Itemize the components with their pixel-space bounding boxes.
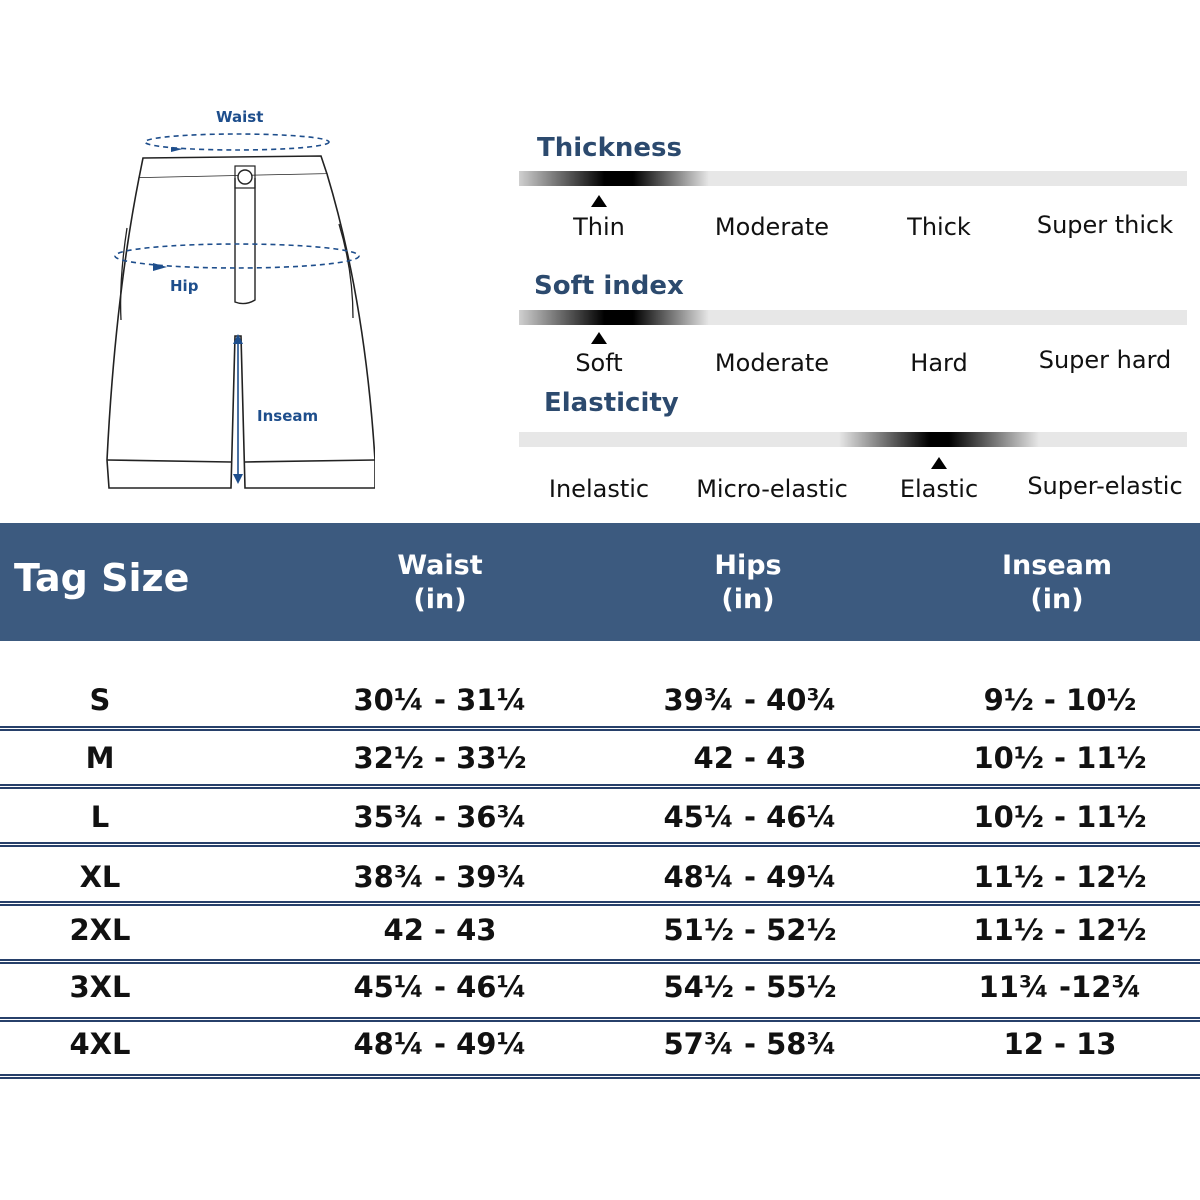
waist-cell: 32½ - 33½ <box>353 741 527 775</box>
thickness-bar <box>519 171 1187 186</box>
inseam-label: Inseam <box>257 407 319 425</box>
hips-cell: 51½ - 52½ <box>663 913 837 947</box>
waist-cell: 42 - 43 <box>383 913 497 947</box>
tag-size-header: Tag Size <box>14 556 190 600</box>
hips-cell: 57¾ - 58¾ <box>663 1027 837 1061</box>
row-divider <box>0 1074 1200 1079</box>
inseam-cell: 11½ - 12½ <box>973 913 1147 947</box>
inseam-cell: 9½ - 10½ <box>983 683 1137 717</box>
elasticity-title: Elasticity <box>544 388 679 418</box>
soft-index-option-soft: Soft <box>575 349 623 377</box>
row-divider <box>0 842 1200 847</box>
thickness-option-thick: Thick <box>907 213 971 241</box>
waist-cell: 38¾ - 39¾ <box>353 860 527 894</box>
size-cell: S <box>89 683 111 717</box>
elasticity-option-elastic: Elastic <box>899 475 979 503</box>
soft-index-title: Soft index <box>534 271 684 301</box>
waist-column-header: Waist (in) <box>330 549 550 617</box>
thickness-title: Thickness <box>537 133 682 163</box>
table-row: M 32½ - 33½ 42 - 43 10½ - 11½ <box>0 741 1200 789</box>
hips-cell: 39¾ - 40¾ <box>663 683 837 717</box>
hips-cell: 48¼ - 49¼ <box>663 860 837 894</box>
table-row: S 30¼ - 31¼ 39¾ - 40¾ 9½ - 10½ <box>0 683 1200 731</box>
table-row: 3XL 45¼ - 46¼ 54½ - 55½ 11¾ -12¾ <box>0 970 1200 1022</box>
size-cell: 2XL <box>69 913 131 947</box>
elasticity-option-micro-elastic: Micro-elastic <box>696 475 848 503</box>
soft-index-marker-icon <box>591 332 607 344</box>
row-divider <box>0 1017 1200 1022</box>
shorts-illustration-icon <box>106 133 376 489</box>
size-table-header: Tag Size Waist (in) Hips (in) Inseam (in… <box>0 523 1200 641</box>
size-cell: 4XL <box>69 1027 131 1061</box>
hips-header-label: Hips <box>714 550 782 581</box>
row-divider <box>0 959 1200 964</box>
soft-index-bar <box>519 310 1187 325</box>
thickness-option-moderate: Moderate <box>714 213 830 241</box>
inseam-cell: 11½ - 12½ <box>973 860 1147 894</box>
thickness-option-super-thick: Super thick <box>1036 211 1174 239</box>
elasticity-option-super-elastic: Super-elastic <box>1027 472 1183 500</box>
inseam-header-label: Inseam <box>1001 550 1112 581</box>
waist-cell: 35¾ - 36¾ <box>353 800 527 834</box>
elasticity-marker-icon <box>931 457 947 469</box>
row-divider <box>0 784 1200 789</box>
inseam-cell: 11¾ -12¾ <box>978 970 1142 1004</box>
soft-index-option-hard: Hard <box>910 349 968 377</box>
inseam-cell: 10½ - 11½ <box>973 800 1147 834</box>
hips-column-header: Hips (in) <box>638 549 858 617</box>
hips-cell: 54½ - 55½ <box>663 970 837 1004</box>
hips-header-unit: (in) <box>721 584 775 615</box>
elasticity-bar <box>519 432 1187 447</box>
size-cell: M <box>85 741 115 775</box>
table-row: XL 38¾ - 39¾ 48¼ - 49¼ 11½ - 12½ <box>0 860 1200 906</box>
waist-cell: 45¼ - 46¼ <box>353 970 527 1004</box>
waist-header-unit: (in) <box>413 584 467 615</box>
waist-cell: 30¼ - 31¼ <box>353 683 527 717</box>
shorts-diagram: Waist Hip Inseam <box>95 100 376 500</box>
table-row: 4XL 48¼ - 49¼ 57¾ - 58¾ 12 - 13 <box>0 1027 1200 1079</box>
soft-index-option-super-hard: Super hard <box>1038 346 1172 374</box>
inseam-cell: 12 - 13 <box>1003 1027 1117 1061</box>
thickness-option-thin: Thin <box>573 213 625 241</box>
table-row: 2XL 42 - 43 51½ - 52½ 11½ - 12½ <box>0 913 1200 964</box>
size-cell: L <box>90 800 110 834</box>
inseam-column-header: Inseam (in) <box>947 549 1167 617</box>
thickness-marker-icon <box>591 195 607 207</box>
inseam-header-unit: (in) <box>1030 584 1084 615</box>
soft-index-option-moderate: Moderate <box>714 349 830 377</box>
row-divider <box>0 726 1200 731</box>
inseam-cell: 10½ - 11½ <box>973 741 1147 775</box>
waist-header-label: Waist <box>397 550 483 581</box>
size-cell: 3XL <box>69 970 131 1004</box>
waist-cell: 48¼ - 49¼ <box>353 1027 527 1061</box>
waist-label: Waist <box>216 108 264 126</box>
hip-label: Hip <box>170 277 199 295</box>
table-row: L 35¾ - 36¾ 45¼ - 46¼ 10½ - 11½ <box>0 800 1200 847</box>
size-cell: XL <box>79 860 121 894</box>
elasticity-option-inelastic: Inelastic <box>548 475 650 503</box>
hips-cell: 45¼ - 46¼ <box>663 800 837 834</box>
hips-cell: 42 - 43 <box>693 741 807 775</box>
row-divider <box>0 901 1200 906</box>
